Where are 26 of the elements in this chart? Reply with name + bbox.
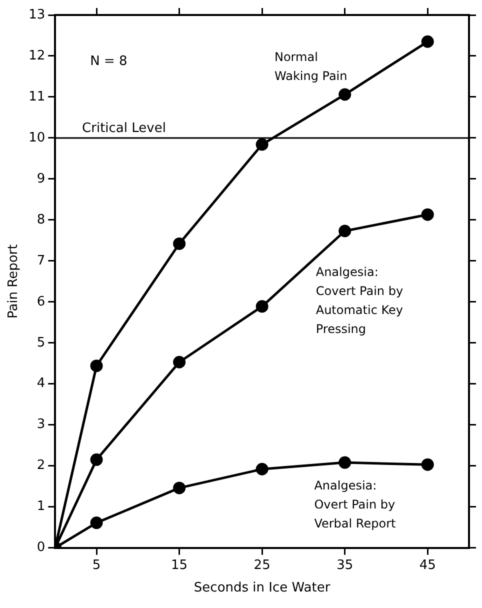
y-tick-label: 4 (36, 376, 46, 392)
y-tick-label: 7 (36, 253, 46, 268)
y-tick-label: 2 (36, 458, 46, 474)
x-tick-label: 15 (171, 558, 188, 573)
y-tick-label: 1 (36, 499, 46, 514)
series-label: Analgesia: Overt Pain by Verbal Report (314, 478, 396, 530)
y-tick-label: 0 (36, 540, 46, 556)
y-tick-label: 5 (36, 335, 46, 350)
y-tick-label: 9 (36, 171, 46, 186)
y-tick-label: 6 (36, 294, 46, 310)
series-label: Analgesia: Covert Pain by Automatic Key Pressing (316, 265, 404, 336)
x-tick-label: 45 (419, 558, 436, 573)
x-tick-label: 35 (336, 558, 354, 573)
y-tick-label: 10 (28, 130, 46, 146)
y-tick-label: 12 (28, 48, 46, 64)
y-tick-label: 11 (28, 89, 46, 104)
ref-line-label: Critical Level (82, 120, 166, 136)
y-tick-label: 8 (36, 212, 46, 228)
x-tick-label: 5 (92, 558, 101, 573)
y-tick-label: 3 (36, 417, 46, 432)
x-tick-label: 25 (254, 558, 270, 573)
x-axis-title: Seconds in Ice Water (194, 580, 331, 596)
y-axis-title: Pain Report (6, 244, 22, 319)
series-label: Normal Waking Pain (274, 50, 348, 84)
y-tick-label: 13 (28, 7, 46, 22)
annotation: N = 8 (90, 54, 128, 69)
